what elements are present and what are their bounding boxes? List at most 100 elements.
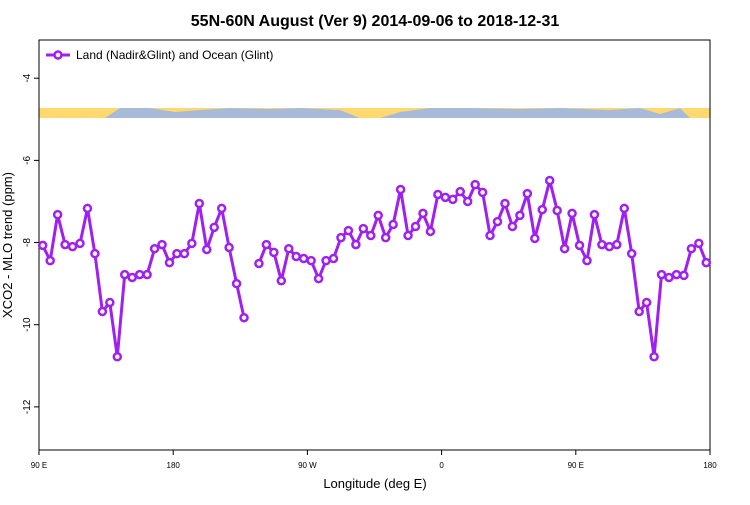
data-point: [626, 248, 637, 259]
data-point: [492, 216, 503, 227]
data-point: [172, 248, 182, 259]
data-point: [664, 272, 674, 283]
data-point: [477, 187, 488, 198]
data-point: [567, 208, 577, 219]
legend-marker: [53, 50, 63, 60]
series-line: [41, 179, 708, 359]
data-point: [485, 230, 495, 241]
data-point: [336, 232, 346, 243]
data-point: [604, 241, 615, 252]
y-tick-label: -4: [22, 73, 33, 82]
data-point: [306, 255, 316, 266]
data-point: [574, 240, 585, 251]
data-point: [537, 204, 547, 215]
data-point: [187, 238, 197, 249]
data-point: [164, 257, 175, 268]
data-point: [269, 247, 279, 258]
data-point: [619, 203, 630, 214]
data-point: [254, 258, 264, 269]
data-point: [343, 225, 354, 236]
y-axis-label: XCO2 - MLO trend (ppm): [0, 172, 15, 318]
x-tick-label: 0: [439, 461, 444, 470]
data-point: [612, 239, 622, 250]
data-point: [582, 255, 592, 266]
data-point: [105, 297, 115, 308]
y-tick-label: -6: [22, 155, 33, 164]
data-point: [388, 219, 398, 230]
data-point: [403, 230, 413, 241]
data-point: [455, 186, 465, 197]
chart-title: 55N-60N August (Ver 9) 2014-09-06 to 201…: [191, 13, 560, 30]
data-point: [634, 306, 644, 317]
data-point: [313, 273, 324, 284]
data-point: [45, 255, 55, 266]
y-tick-label: -12: [22, 399, 33, 414]
data-point: [149, 243, 160, 254]
data-point: [134, 269, 145, 280]
data-point: [544, 175, 555, 186]
data-point: [127, 272, 137, 283]
y-tick-label: -8: [22, 238, 33, 247]
data-point: [433, 189, 443, 200]
y-tick-label: -10: [22, 317, 33, 332]
data-point: [276, 275, 287, 286]
data-point: [291, 251, 301, 262]
x-axis-label: Longitude (deg E): [323, 476, 426, 491]
data-point: [67, 241, 78, 252]
data-point: [284, 243, 294, 254]
data-point: [656, 269, 667, 280]
data-point: [589, 209, 600, 220]
data-point: [649, 351, 659, 362]
data-point: [194, 198, 205, 209]
legend-box: [42, 44, 312, 66]
data-point: [425, 226, 436, 237]
data-point: [380, 232, 391, 243]
data-point: [179, 248, 190, 259]
legend-label: Land (Nadir&Glint) and Ocean (Glint): [76, 48, 273, 62]
data-point: [522, 188, 533, 199]
x-tick-label: 180: [703, 461, 717, 470]
data-point: [470, 179, 480, 190]
map-strip: [39, 108, 710, 118]
data-point: [694, 238, 704, 249]
data-point: [298, 253, 309, 264]
data-point: [97, 306, 108, 317]
data-point: [671, 269, 682, 280]
data-point: [216, 203, 227, 214]
data-point: [157, 239, 167, 250]
data-point: [440, 192, 451, 203]
data-point: [500, 198, 510, 209]
data-point: [530, 233, 540, 244]
data-point: [679, 270, 689, 281]
data-point: [90, 248, 100, 259]
x-tick-label: 90 E: [568, 461, 584, 470]
data-point: [515, 210, 525, 221]
data-point: [552, 205, 562, 216]
data-point: [462, 196, 473, 207]
data-point: [597, 239, 607, 250]
data-point: [112, 351, 123, 362]
data-point: [119, 269, 130, 280]
data-point: [75, 238, 85, 249]
x-tick-label: 90 W: [298, 461, 317, 470]
data-point: [224, 242, 234, 253]
data-point: [507, 221, 518, 232]
x-tick-label: 90 E: [31, 461, 47, 470]
data-point: [351, 239, 361, 250]
data-point: [60, 239, 70, 250]
data-point: [239, 312, 249, 323]
data-point: [209, 222, 219, 233]
data-point: [37, 240, 48, 251]
data-point: [701, 257, 712, 268]
data-point: [641, 297, 652, 308]
data-point: [261, 239, 272, 250]
data-point: [328, 253, 339, 264]
data-point: [559, 243, 570, 254]
data-point: [52, 209, 63, 220]
data-point: [202, 244, 212, 255]
data-point: [358, 223, 369, 234]
data-point: [231, 278, 242, 289]
data-point: [448, 194, 458, 205]
data-point: [321, 255, 331, 266]
data-point: [686, 243, 697, 254]
